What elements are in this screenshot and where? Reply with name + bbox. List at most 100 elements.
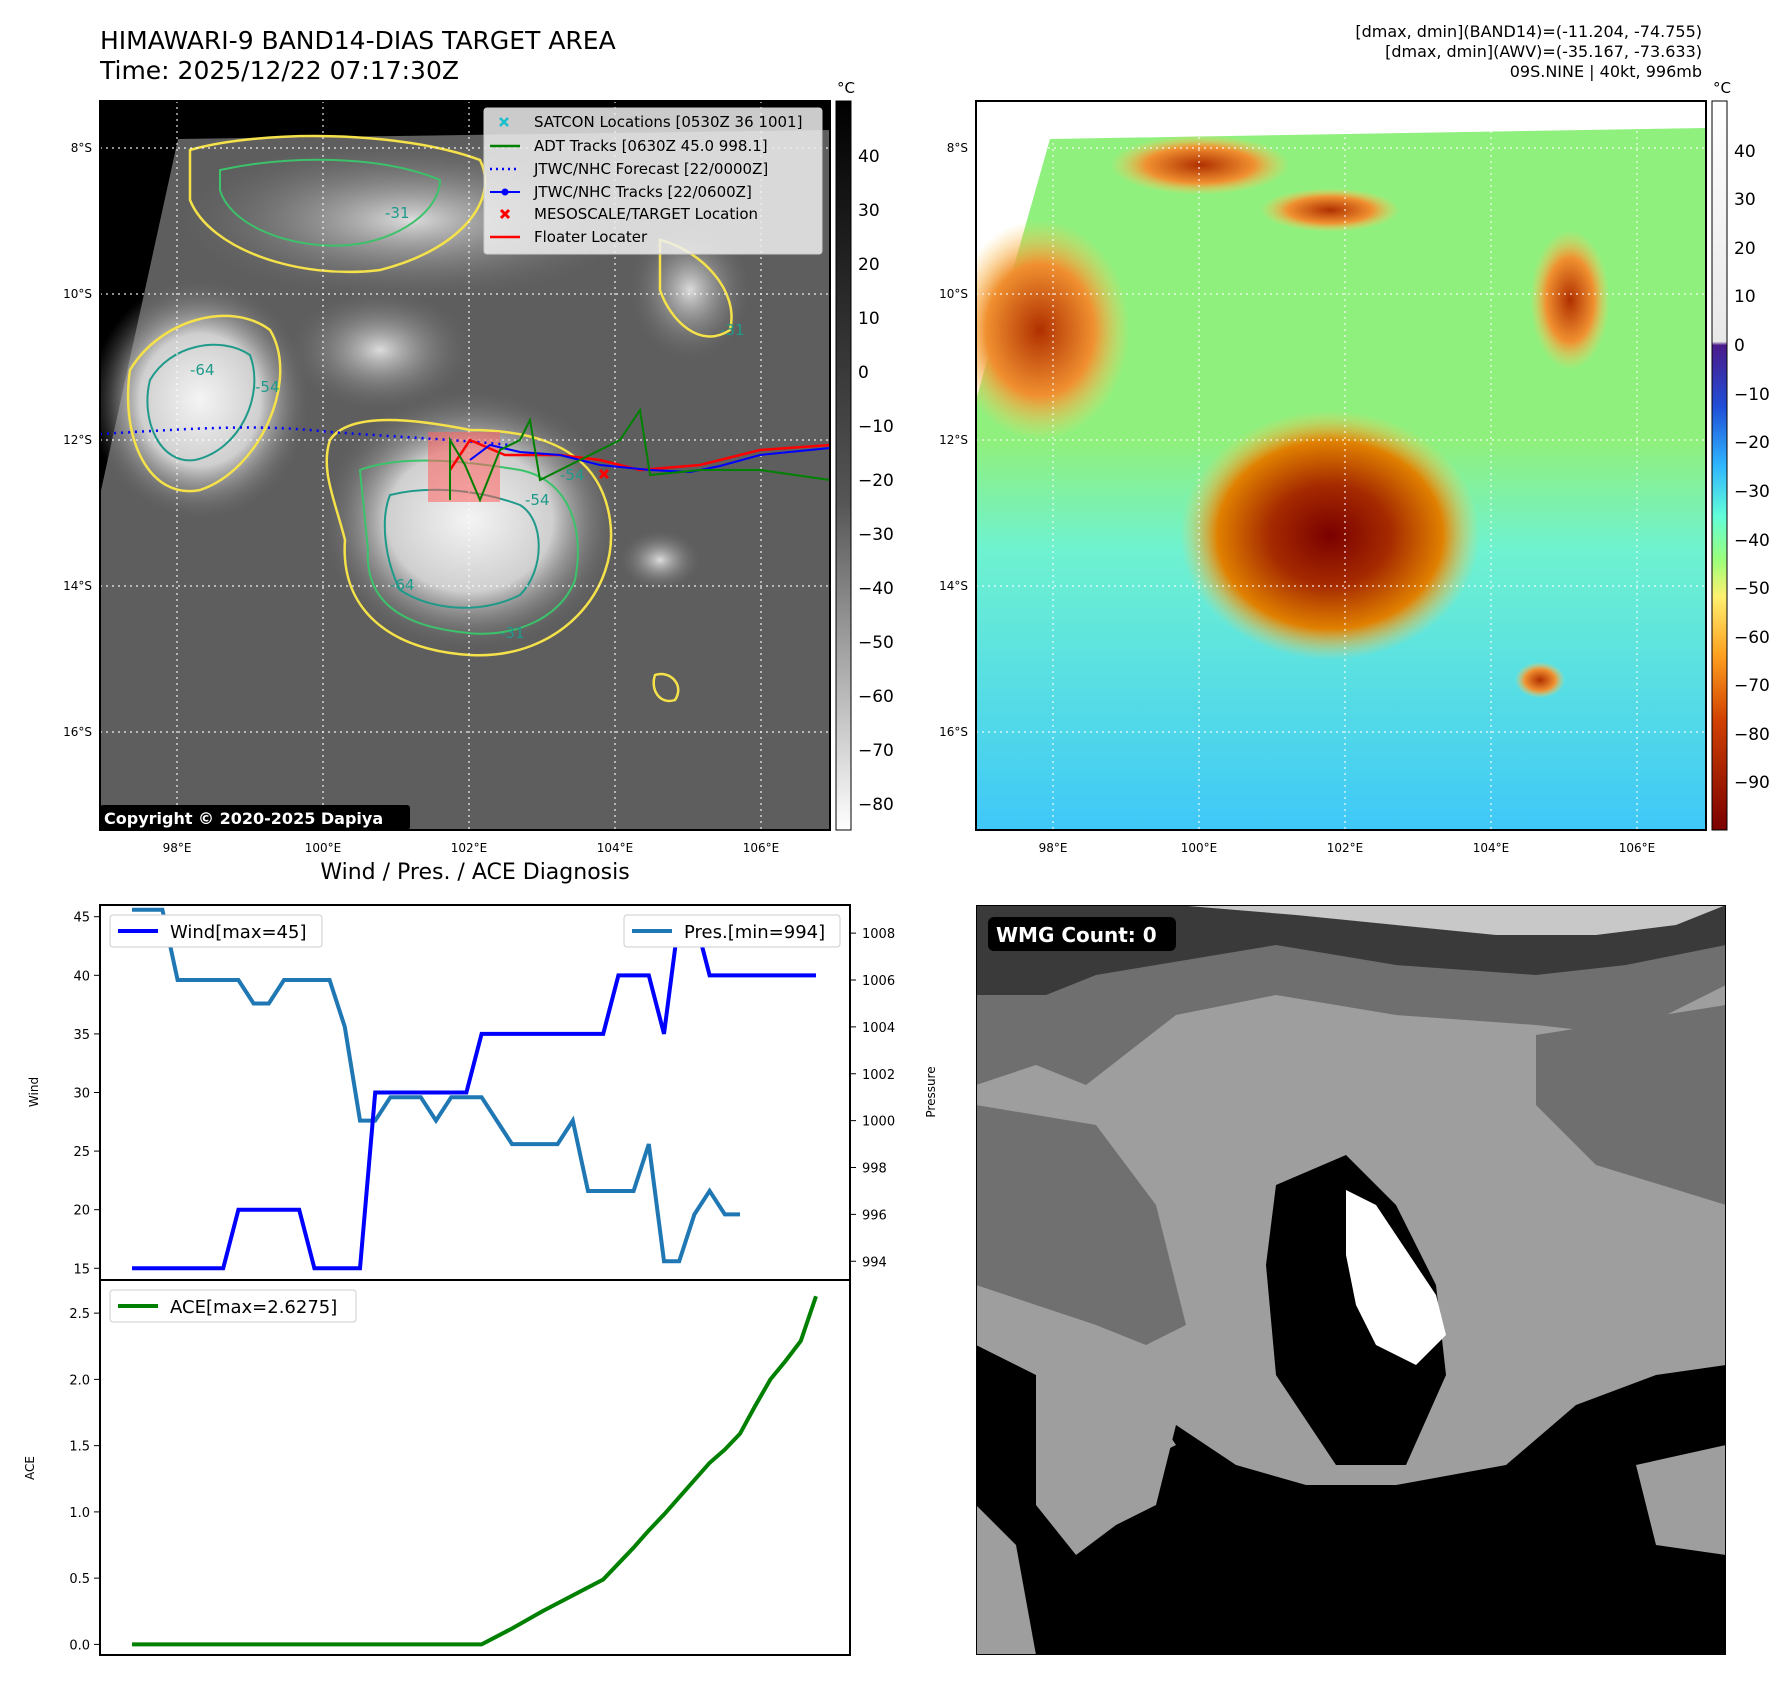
lon-label: 106°E xyxy=(1619,841,1656,855)
svg-text:−60: −60 xyxy=(858,687,894,707)
wind-pressure-axes xyxy=(99,904,851,1281)
svg-text:40: 40 xyxy=(858,147,880,167)
svg-text:-54: -54 xyxy=(525,491,550,509)
svg-text:-64: -64 xyxy=(390,576,415,594)
diagnosis-title: Wind / Pres. / ACE Diagnosis xyxy=(320,860,630,885)
jtwc-forecast-line xyxy=(100,426,511,447)
lon-label: 102°E xyxy=(1327,841,1364,855)
svg-text:−70: −70 xyxy=(858,741,894,761)
ace-series-line xyxy=(132,1295,818,1647)
svg-text:−80: −80 xyxy=(858,795,894,815)
ace-axis-label: ACE xyxy=(23,1456,37,1480)
legend-floater: Floater Locater xyxy=(534,228,648,246)
svg-text:−30: −30 xyxy=(858,525,894,545)
ir-map-figure: -64 -54 -31 -64 -54 -31 -54 -31 SATCON L… xyxy=(63,79,1770,855)
ace-tick-label: 0.0 xyxy=(69,1638,90,1653)
lon-label: 102°E xyxy=(451,841,488,855)
pressure-tick-label: 996 xyxy=(862,1208,887,1223)
ir-map-frame xyxy=(99,100,831,831)
svg-text:10: 10 xyxy=(1734,287,1756,307)
pressure-axis-label: Pressure xyxy=(924,1066,938,1117)
pressure-legend-label: Pres.[min=994] xyxy=(684,922,825,943)
lon-label: 98°E xyxy=(163,841,192,855)
svg-text:−10: −10 xyxy=(858,417,894,437)
enhanced-map-gridlines xyxy=(976,101,1706,830)
svg-text:-64: -64 xyxy=(190,361,215,379)
pressure-tick-label: 1002 xyxy=(862,1068,895,1083)
pressure-tick-label: 998 xyxy=(862,1162,887,1177)
map-legend: SATCON Locations [0530Z 36 1001] ADT Tra… xyxy=(483,107,823,255)
ace-legend: ACE[max=2.6275] xyxy=(109,1289,357,1323)
wind-axis-ticks: 15 20 25 30 35 40 45 xyxy=(73,911,100,1277)
pressure-tick-label: 1006 xyxy=(862,974,895,989)
ir-colorbar xyxy=(835,100,852,831)
wind-tick-label: 20 xyxy=(73,1204,90,1219)
svg-text:-54: -54 xyxy=(560,466,585,484)
pressure-tick-label: 994 xyxy=(862,1255,887,1270)
stats-header: [dmax, dmin](BAND14)=(-11.204, -74.755) … xyxy=(1355,22,1702,82)
wmg-panel: WMG Count: 0 xyxy=(976,905,1726,1655)
svg-text:0: 0 xyxy=(1734,336,1745,356)
wind-tick-label: 25 xyxy=(73,1145,90,1160)
lon-label: 104°E xyxy=(597,841,634,855)
ace-tick-label: 0.5 xyxy=(69,1572,90,1587)
storm-info: 09S.NINE | 40kt, 996mb xyxy=(1509,62,1702,81)
lat-label: 12°S xyxy=(939,433,968,447)
svg-text:−70: −70 xyxy=(1734,676,1770,696)
legend-satcon: SATCON Locations [0530Z 36 1001] xyxy=(534,113,802,131)
svg-text:−40: −40 xyxy=(1734,531,1770,551)
legend-adt: ADT Tracks [0630Z 45.0 998.1] xyxy=(534,137,768,155)
svg-text:-31: -31 xyxy=(385,204,410,222)
ace-tick-label: 2.5 xyxy=(69,1307,90,1322)
ir-map-gridlines xyxy=(100,101,830,830)
lat-label: 8°S xyxy=(947,141,968,155)
ace-tick-label: 1.5 xyxy=(69,1440,90,1455)
wmg-count-badge xyxy=(988,917,1176,951)
diagnosis-chart: 15 20 25 30 35 40 45 994 996 998 1000 1002 1004 1006… xyxy=(23,904,938,1656)
ir-colorbar-unit: °C xyxy=(837,79,855,97)
adt-track xyxy=(449,407,830,503)
lat-label: 14°S xyxy=(939,579,968,593)
enhanced-colorbar xyxy=(1711,100,1728,831)
svg-text:−10: −10 xyxy=(1734,385,1770,405)
lat-label: 10°S xyxy=(63,287,92,301)
pressure-axis-ticks: 994 996 998 1000 1002 1004 1006 1008 xyxy=(850,927,895,1270)
legend-satcon-marker xyxy=(499,117,509,127)
legend-mesoscale: MESOSCALE/TARGET Location xyxy=(534,205,758,223)
wind-legend: Wind[max=45] xyxy=(109,914,323,948)
svg-text:−20: −20 xyxy=(1734,433,1770,453)
svg-text:−50: −50 xyxy=(1734,579,1770,599)
svg-text:40: 40 xyxy=(1734,142,1756,162)
wind-axis-label: Wind xyxy=(27,1077,41,1107)
wind-tick-label: 40 xyxy=(73,969,90,984)
ir-imagery xyxy=(100,101,830,830)
svg-text:−60: −60 xyxy=(1734,628,1770,648)
ir-map-lat-labels: 8°S 10°S 12°S 14°S 16°S xyxy=(63,141,92,739)
wind-tick-label: 30 xyxy=(73,1087,90,1102)
enhanced-map-lon-labels: 98°E 100°E 102°E 104°E 106°E xyxy=(1039,841,1656,855)
mesoscale-marker xyxy=(598,468,610,480)
lon-label: 100°E xyxy=(305,841,342,855)
wind-tick-label: 35 xyxy=(73,1028,90,1043)
lat-label: 16°S xyxy=(939,725,968,739)
svg-text:-31: -31 xyxy=(720,321,745,339)
wmg-count-label: WMG Count: 0 xyxy=(996,923,1157,947)
stats-band14: [dmax, dmin](BAND14)=(-11.204, -74.755) xyxy=(1355,22,1702,41)
enhanced-map-lat-labels: 8°S 10°S 12°S 14°S 16°S xyxy=(939,141,968,739)
svg-text:20: 20 xyxy=(1734,239,1756,259)
lon-label: 100°E xyxy=(1181,841,1218,855)
pressure-tick-label: 1008 xyxy=(862,927,895,942)
ace-legend-label: ACE[max=2.6275] xyxy=(170,1297,337,1318)
stats-awv: [dmax, dmin](AWV)=(-35.167, -73.633) xyxy=(1385,42,1702,61)
lon-label: 106°E xyxy=(743,841,780,855)
legend-jtwc: JTWC/NHC Tracks [22/0600Z] xyxy=(533,183,752,201)
svg-text:−50: −50 xyxy=(858,633,894,653)
svg-text:20: 20 xyxy=(858,255,880,275)
ir-colorbar-ticks: 40 30 20 10 0 −10 −20 −30 −40 −50 −60 −7… xyxy=(858,147,894,815)
svg-text:−40: −40 xyxy=(858,579,894,599)
wind-tick-label: 15 xyxy=(73,1262,90,1277)
svg-text:0: 0 xyxy=(858,363,869,383)
pressure-legend: Pres.[min=994] xyxy=(623,914,841,948)
ir-map-lon-labels: 98°E 100°E 102°E 104°E 106°E xyxy=(163,841,780,855)
legend-forecast: JTWC/NHC Forecast [22/0000Z] xyxy=(533,160,768,178)
